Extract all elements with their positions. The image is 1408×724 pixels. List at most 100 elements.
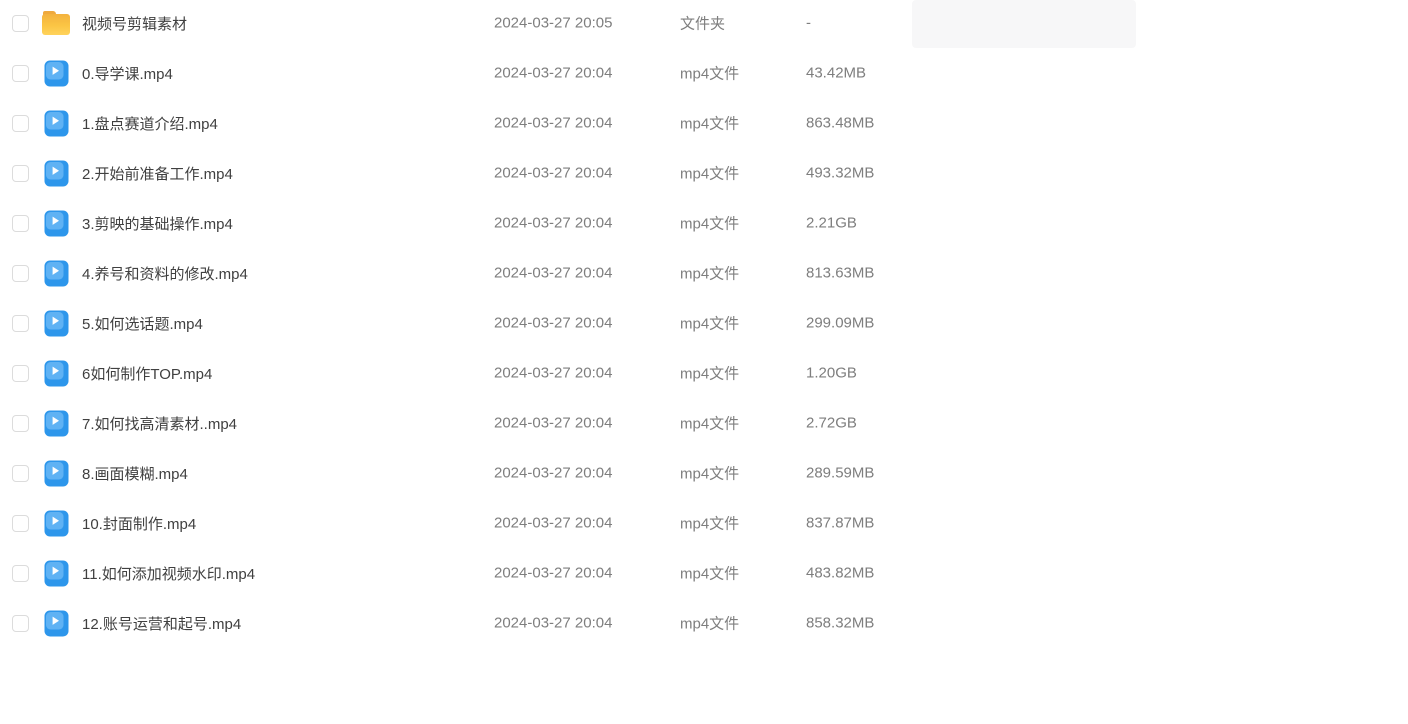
row-checkbox[interactable] <box>12 364 29 382</box>
file-size: 493.32MB <box>806 164 875 182</box>
file-modified-date: 2024-03-27 20:04 <box>494 214 613 232</box>
file-type: mp4文件 <box>680 165 740 183</box>
file-row-10[interactable]: 10.封面制作.mp4 2024-03-27 20:04 mp4文件 837.8… <box>0 498 1408 548</box>
file-size: 289.59MB <box>806 464 875 482</box>
file-modified-date: 2024-03-27 20:04 <box>494 264 613 282</box>
row-checkbox[interactable] <box>12 414 29 432</box>
file-modified-date: 2024-03-27 20:04 <box>494 164 613 182</box>
file-type: mp4文件 <box>680 65 740 83</box>
file-name[interactable]: 0.导学课.mp4 <box>82 65 173 83</box>
video-file-icon-slot <box>42 259 70 287</box>
row-checkbox[interactable] <box>12 514 29 532</box>
video-file-icon <box>44 160 68 186</box>
row-checkbox[interactable] <box>12 214 29 232</box>
file-row-4[interactable]: 3.剪映的基础操作.mp4 2024-03-27 20:04 mp4文件 2.2… <box>0 198 1408 248</box>
file-row-9[interactable]: 8.画面模糊.mp4 2024-03-27 20:04 mp4文件 289.59… <box>0 448 1408 498</box>
row-checkbox[interactable] <box>12 564 29 582</box>
video-file-icon-slot <box>42 509 70 537</box>
file-modified-date: 2024-03-27 20:04 <box>494 514 613 532</box>
file-row-1[interactable]: 0.导学课.mp4 2024-03-27 20:04 mp4文件 43.42MB <box>0 48 1408 98</box>
file-row-2[interactable]: 1.盘点赛道介绍.mp4 2024-03-27 20:04 mp4文件 863.… <box>0 98 1408 148</box>
file-type: mp4文件 <box>680 215 740 233</box>
video-file-icon-slot <box>42 559 70 587</box>
video-file-icon-slot <box>42 309 70 337</box>
video-file-icon-slot <box>42 609 70 637</box>
file-modified-date: 2024-03-27 20:05 <box>494 14 613 32</box>
file-name[interactable]: 4.养号和资料的修改.mp4 <box>82 265 248 283</box>
file-type: mp4文件 <box>680 515 740 533</box>
file-type: mp4文件 <box>680 315 740 333</box>
file-row-6[interactable]: 5.如何选话题.mp4 2024-03-27 20:04 mp4文件 299.0… <box>0 298 1408 348</box>
video-file-icon <box>44 410 68 436</box>
file-modified-date: 2024-03-27 20:04 <box>494 114 613 132</box>
file-row-5[interactable]: 4.养号和资料的修改.mp4 2024-03-27 20:04 mp4文件 81… <box>0 248 1408 298</box>
file-row-8[interactable]: 7.如何找高清素材..mp4 2024-03-27 20:04 mp4文件 2.… <box>0 398 1408 448</box>
file-row-7[interactable]: 6如何制作TOP.mp4 2024-03-27 20:04 mp4文件 1.20… <box>0 348 1408 398</box>
file-name[interactable]: 5.如何选话题.mp4 <box>82 315 203 333</box>
row-checkbox[interactable] <box>12 14 29 32</box>
video-file-icon <box>44 510 68 536</box>
video-file-icon <box>44 610 68 636</box>
video-file-icon-slot <box>42 109 70 137</box>
file-name[interactable]: 2.开始前准备工作.mp4 <box>82 165 233 183</box>
file-size: 2.21GB <box>806 214 857 232</box>
file-size: 863.48MB <box>806 114 875 132</box>
file-row-0[interactable]: 视频号剪辑素材 2024-03-27 20:05 文件夹 - <box>0 0 1408 48</box>
video-file-icon <box>44 110 68 136</box>
file-size: 299.09MB <box>806 314 875 332</box>
video-file-icon-slot <box>42 409 70 437</box>
file-size: - <box>806 14 811 32</box>
file-modified-date: 2024-03-27 20:04 <box>494 564 613 582</box>
row-checkbox[interactable] <box>12 614 29 632</box>
video-file-icon-slot <box>42 59 70 87</box>
file-size: 837.87MB <box>806 514 875 532</box>
row-hover-highlight <box>912 0 1136 48</box>
video-file-icon-slot <box>42 359 70 387</box>
file-type: mp4文件 <box>680 565 740 583</box>
file-modified-date: 2024-03-27 20:04 <box>494 64 613 82</box>
file-modified-date: 2024-03-27 20:04 <box>494 364 613 382</box>
file-name[interactable]: 10.封面制作.mp4 <box>82 515 197 533</box>
file-size: 2.72GB <box>806 414 857 432</box>
file-modified-date: 2024-03-27 20:04 <box>494 314 613 332</box>
file-name[interactable]: 7.如何找高清素材..mp4 <box>82 415 238 433</box>
row-checkbox[interactable] <box>12 464 29 482</box>
folder-icon-slot <box>42 9 70 37</box>
file-row-3[interactable]: 2.开始前准备工作.mp4 2024-03-27 20:04 mp4文件 493… <box>0 148 1408 198</box>
file-name[interactable]: 6如何制作TOP.mp4 <box>82 365 213 383</box>
file-type: mp4文件 <box>680 415 740 433</box>
file-name[interactable]: 12.账号运营和起号.mp4 <box>82 615 242 633</box>
video-file-icon-slot <box>42 209 70 237</box>
file-type: mp4文件 <box>680 265 740 283</box>
video-file-icon-slot <box>42 159 70 187</box>
file-type: mp4文件 <box>680 365 740 383</box>
file-modified-date: 2024-03-27 20:04 <box>494 464 613 482</box>
file-modified-date: 2024-03-27 20:04 <box>494 414 613 432</box>
file-modified-date: 2024-03-27 20:04 <box>494 614 613 632</box>
file-size: 483.82MB <box>806 564 875 582</box>
row-checkbox[interactable] <box>12 314 29 332</box>
video-file-icon <box>44 210 68 236</box>
file-type: 文件夹 <box>680 15 726 33</box>
folder-icon <box>42 11 70 35</box>
file-type: mp4文件 <box>680 115 740 133</box>
file-name[interactable]: 视频号剪辑素材 <box>82 15 188 33</box>
file-name[interactable]: 1.盘点赛道介绍.mp4 <box>82 115 218 133</box>
video-file-icon <box>44 460 68 486</box>
file-size: 43.42MB <box>806 64 867 82</box>
file-row-11[interactable]: 11.如何添加视频水印.mp4 2024-03-27 20:04 mp4文件 4… <box>0 548 1408 598</box>
file-size: 858.32MB <box>806 614 875 632</box>
row-checkbox[interactable] <box>12 64 29 82</box>
file-name[interactable]: 11.如何添加视频水印.mp4 <box>82 565 256 583</box>
file-name[interactable]: 3.剪映的基础操作.mp4 <box>82 215 233 233</box>
row-checkbox[interactable] <box>12 114 29 132</box>
video-file-icon <box>44 60 68 86</box>
file-type: mp4文件 <box>680 615 740 633</box>
file-row-12[interactable]: 12.账号运营和起号.mp4 2024-03-27 20:04 mp4文件 85… <box>0 598 1408 648</box>
video-file-icon <box>44 560 68 586</box>
row-checkbox[interactable] <box>12 164 29 182</box>
video-file-icon <box>44 360 68 386</box>
video-file-icon <box>44 310 68 336</box>
file-name[interactable]: 8.画面模糊.mp4 <box>82 465 188 483</box>
row-checkbox[interactable] <box>12 264 29 282</box>
